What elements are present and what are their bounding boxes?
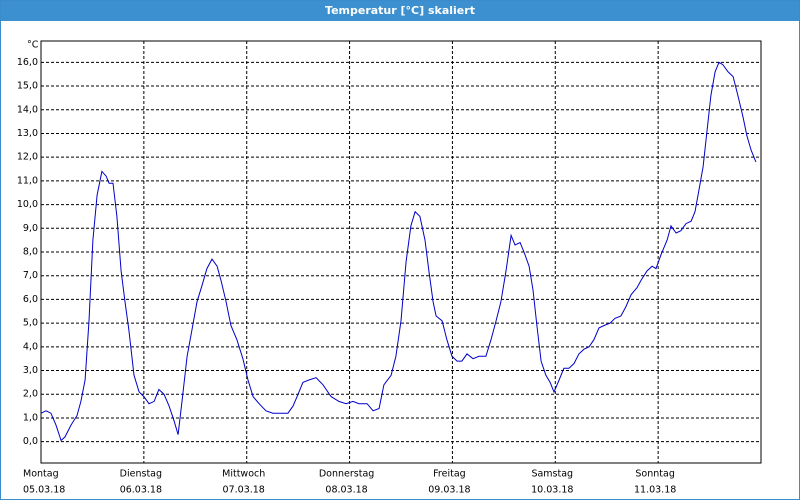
y-tick-label: 10,0 xyxy=(17,199,38,210)
y-unit: °C xyxy=(27,40,39,51)
y-tick-label: 9,0 xyxy=(23,223,38,234)
x-tick-label: Donnerstag xyxy=(319,469,374,480)
x-tick-date: 10.03.18 xyxy=(531,485,573,496)
x-tick-date: 09.03.18 xyxy=(428,485,470,496)
x-tick-label: Samstag xyxy=(531,469,573,480)
x-tick-date: 08.03.18 xyxy=(325,485,367,496)
y-tick-label: 12,0 xyxy=(17,152,38,163)
y-tick-label: 13,0 xyxy=(17,128,38,139)
chart: °C 0,0 1,0 2,0 3,0 4,0 5,0 6,0 7,0 8,0 9,0 10,0 11,… xyxy=(17,40,762,496)
y-tick-label: 14,0 xyxy=(17,104,38,115)
x-tick-date: 11.03.18 xyxy=(634,485,676,496)
x-tick-label: Freitag xyxy=(433,469,466,480)
y-tick-label: 0,0 xyxy=(23,436,38,447)
y-tick-label: 11,0 xyxy=(17,175,38,186)
y-tick-label: 3,0 xyxy=(23,365,38,376)
plot-frame xyxy=(40,40,762,464)
y-tick-label: 16,0 xyxy=(17,57,38,68)
y-tick-label: 6,0 xyxy=(23,294,38,305)
y-tick-label: 5,0 xyxy=(23,318,38,329)
x-tick-date: 07.03.18 xyxy=(223,485,265,496)
x-tick-label: Mittwoch xyxy=(222,469,265,480)
y-tick-label: 8,0 xyxy=(23,247,38,258)
x-tick-label: Dienstag xyxy=(120,469,162,480)
line xyxy=(40,61,757,442)
y-tick-label: 2,0 xyxy=(23,389,38,400)
x-tick-date: 05.03.18 xyxy=(23,485,65,496)
x-tick-label: Montag xyxy=(23,469,59,480)
x-tick-label: Sonntag xyxy=(635,469,674,480)
y-tick-label: 4,0 xyxy=(23,341,38,352)
title-bar: Temperatur [°C] skaliert xyxy=(1,1,799,21)
x-tick-date: 06.03.18 xyxy=(120,485,162,496)
y-tick-label: 1,0 xyxy=(23,412,38,423)
y-tick-label: 7,0 xyxy=(23,270,38,281)
y-tick-label: 15,0 xyxy=(17,81,38,92)
